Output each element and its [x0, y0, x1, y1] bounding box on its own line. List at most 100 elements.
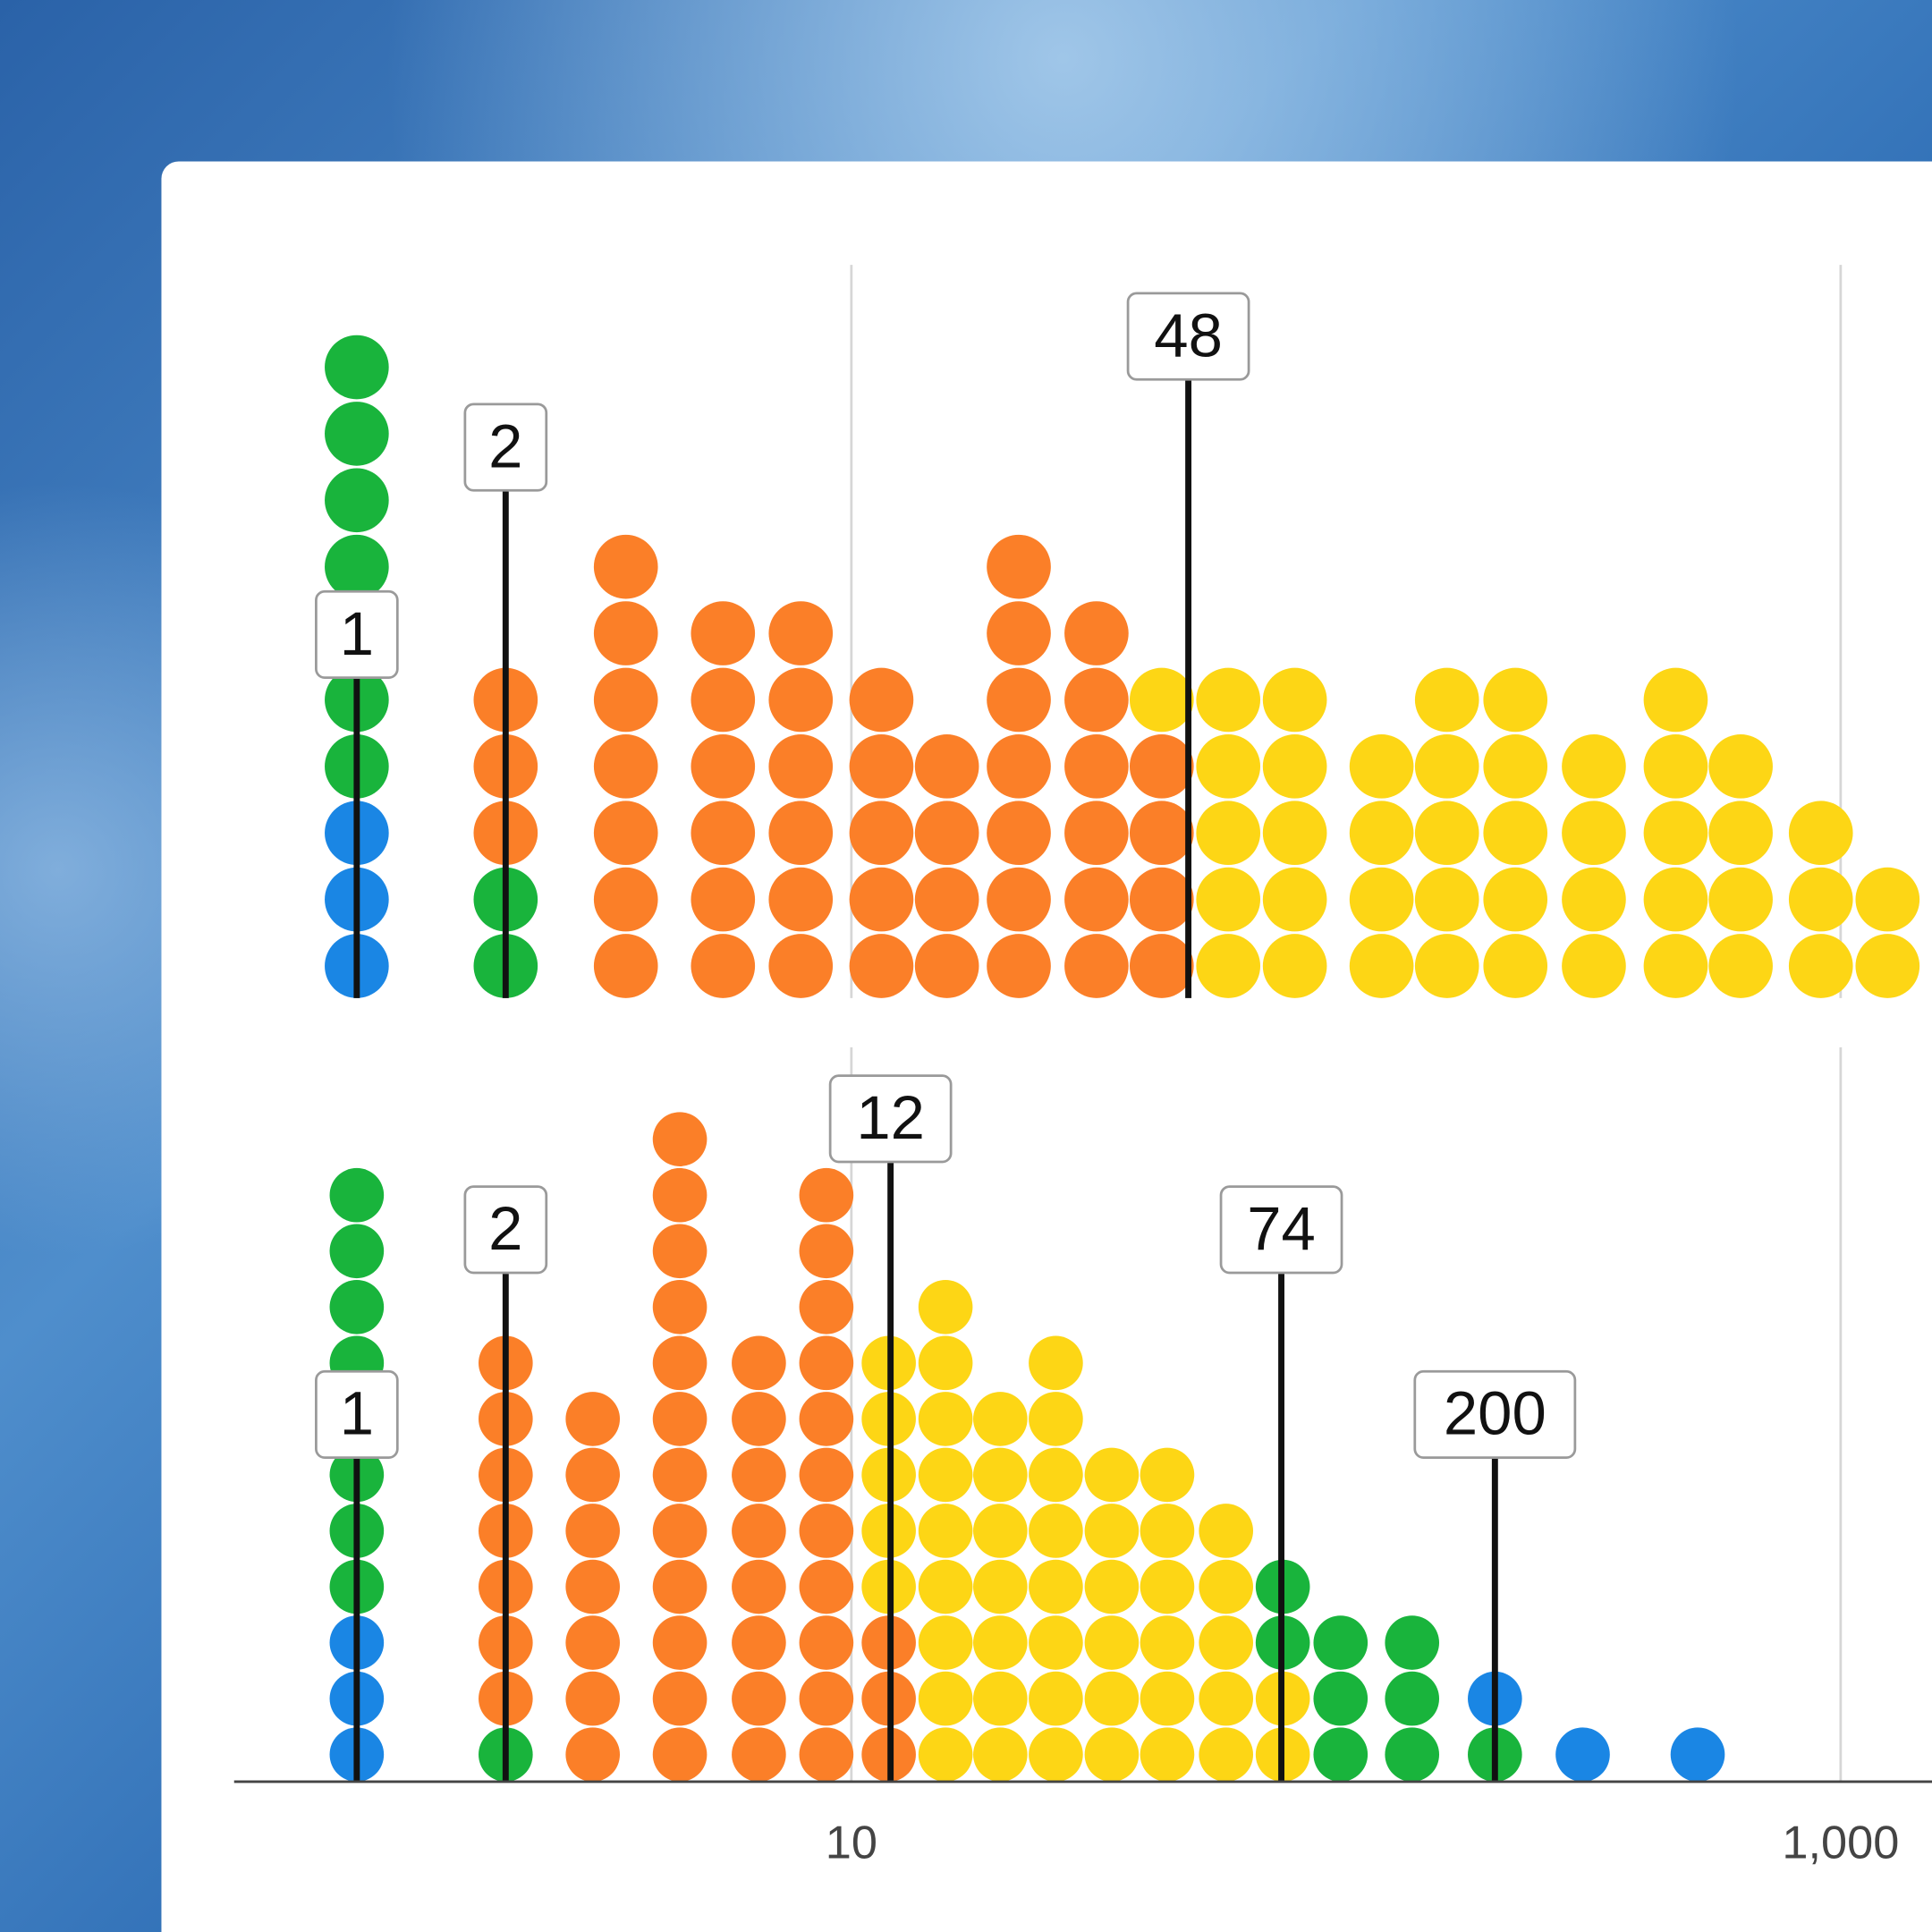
- dot: [325, 534, 389, 599]
- dot: [973, 1615, 1028, 1670]
- dot: [691, 801, 756, 866]
- dot: [652, 1504, 708, 1558]
- marker-label-box: [463, 402, 548, 492]
- dot: [1029, 1504, 1083, 1558]
- dot: [918, 1447, 973, 1503]
- dot: [732, 1504, 786, 1558]
- dot: [1562, 934, 1626, 998]
- dot: [1140, 1615, 1195, 1670]
- dot: [1788, 867, 1853, 932]
- dot: [973, 1504, 1028, 1558]
- dot: [652, 1224, 708, 1279]
- dot: [973, 1559, 1028, 1614]
- dot: [1064, 801, 1129, 866]
- marker-label-box: [1126, 292, 1250, 381]
- dot: [1129, 801, 1194, 866]
- dot: [1788, 801, 1853, 866]
- dot: [593, 534, 658, 599]
- dot: [1196, 667, 1261, 733]
- dot: [1349, 734, 1414, 799]
- dot: [768, 801, 834, 866]
- dot: [1483, 934, 1548, 998]
- x-tick-label: 1,000: [1782, 1817, 1899, 1868]
- dot: [914, 867, 979, 932]
- dot: [691, 867, 756, 932]
- dot: [1643, 867, 1708, 932]
- dot: [918, 1615, 973, 1670]
- dot: [918, 1335, 973, 1391]
- dot: [849, 867, 914, 932]
- dot: [768, 867, 834, 932]
- dot: [329, 1224, 385, 1279]
- dot: [1084, 1559, 1140, 1614]
- dot: [1643, 734, 1708, 799]
- dot: [593, 867, 658, 932]
- dot: [1313, 1615, 1368, 1670]
- dot: [1562, 867, 1626, 932]
- x-tick-label: 10: [826, 1817, 877, 1868]
- dot: [987, 734, 1051, 799]
- dot: [1643, 934, 1708, 998]
- dot: [1029, 1671, 1083, 1726]
- marker-label: 12: [856, 1083, 925, 1152]
- dot: [1708, 934, 1773, 998]
- dot: [1313, 1727, 1368, 1782]
- dot: [1483, 734, 1548, 799]
- dot: [1708, 734, 1773, 799]
- dot: [1855, 934, 1920, 998]
- dot: [914, 801, 979, 866]
- dot: [565, 1447, 621, 1503]
- dot: [732, 1615, 786, 1670]
- dot: [1262, 934, 1327, 998]
- dot: [691, 601, 756, 665]
- dot: [325, 468, 389, 533]
- dot: [1029, 1727, 1083, 1782]
- dot: [1262, 734, 1327, 799]
- dot: [652, 1112, 708, 1166]
- dot: [691, 934, 756, 998]
- dot: [1029, 1559, 1083, 1614]
- dot: [918, 1504, 973, 1558]
- dot: [799, 1727, 854, 1782]
- dot: [1140, 1504, 1195, 1558]
- dot: [1084, 1615, 1140, 1670]
- dot: [1199, 1504, 1254, 1558]
- dot: [1129, 667, 1194, 733]
- marker-label-box: [828, 1074, 953, 1164]
- dot: [799, 1335, 854, 1391]
- dot: [593, 667, 658, 733]
- dot: [1140, 1559, 1195, 1614]
- dot: [1029, 1615, 1083, 1670]
- marker-label-box: [315, 1369, 399, 1460]
- dot: [918, 1559, 973, 1614]
- dot: [329, 1280, 385, 1335]
- marker-label-box: [315, 589, 399, 680]
- dot: [652, 1727, 708, 1782]
- dot: [849, 734, 914, 799]
- dot: [1483, 867, 1548, 932]
- dot: [1084, 1727, 1140, 1782]
- dot: [1349, 801, 1414, 866]
- dot: [918, 1671, 973, 1726]
- dot: [732, 1335, 786, 1391]
- dot: [1199, 1671, 1254, 1726]
- dot: [799, 1392, 854, 1446]
- dot: [1483, 667, 1548, 733]
- dot: [1385, 1727, 1440, 1782]
- dot: [973, 1727, 1028, 1782]
- dot: [1084, 1447, 1140, 1503]
- dot: [732, 1671, 786, 1726]
- marker-label: 200: [1444, 1379, 1546, 1448]
- dot: [768, 601, 834, 665]
- dot: [1064, 867, 1129, 932]
- dot: [593, 734, 658, 799]
- dot: [987, 867, 1051, 932]
- dot: [799, 1167, 854, 1223]
- dot: [799, 1615, 854, 1670]
- dot: [987, 934, 1051, 998]
- dot: [799, 1447, 854, 1503]
- dot: [1129, 734, 1194, 799]
- dot: [1643, 667, 1708, 733]
